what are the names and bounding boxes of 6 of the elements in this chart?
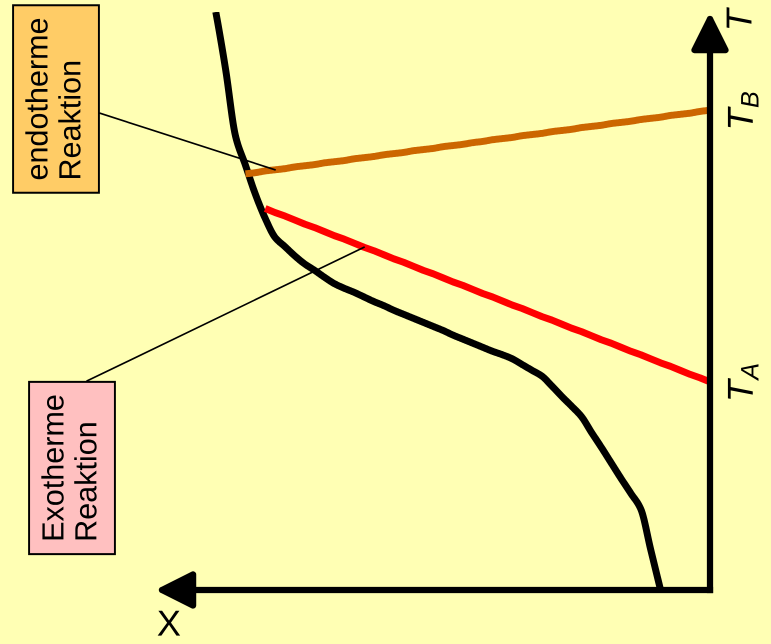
text: T$_{B}$ bbox=[728, 92, 758, 128]
y-axis-title: T bbox=[726, 7, 752, 28]
text: T$_{A}$ bbox=[728, 364, 758, 399]
x-axis-title: X bbox=[158, 610, 180, 636]
text: Exotherme Reaktion bbox=[41, 395, 97, 540]
text: endotherme Reaktion bbox=[25, 18, 81, 180]
